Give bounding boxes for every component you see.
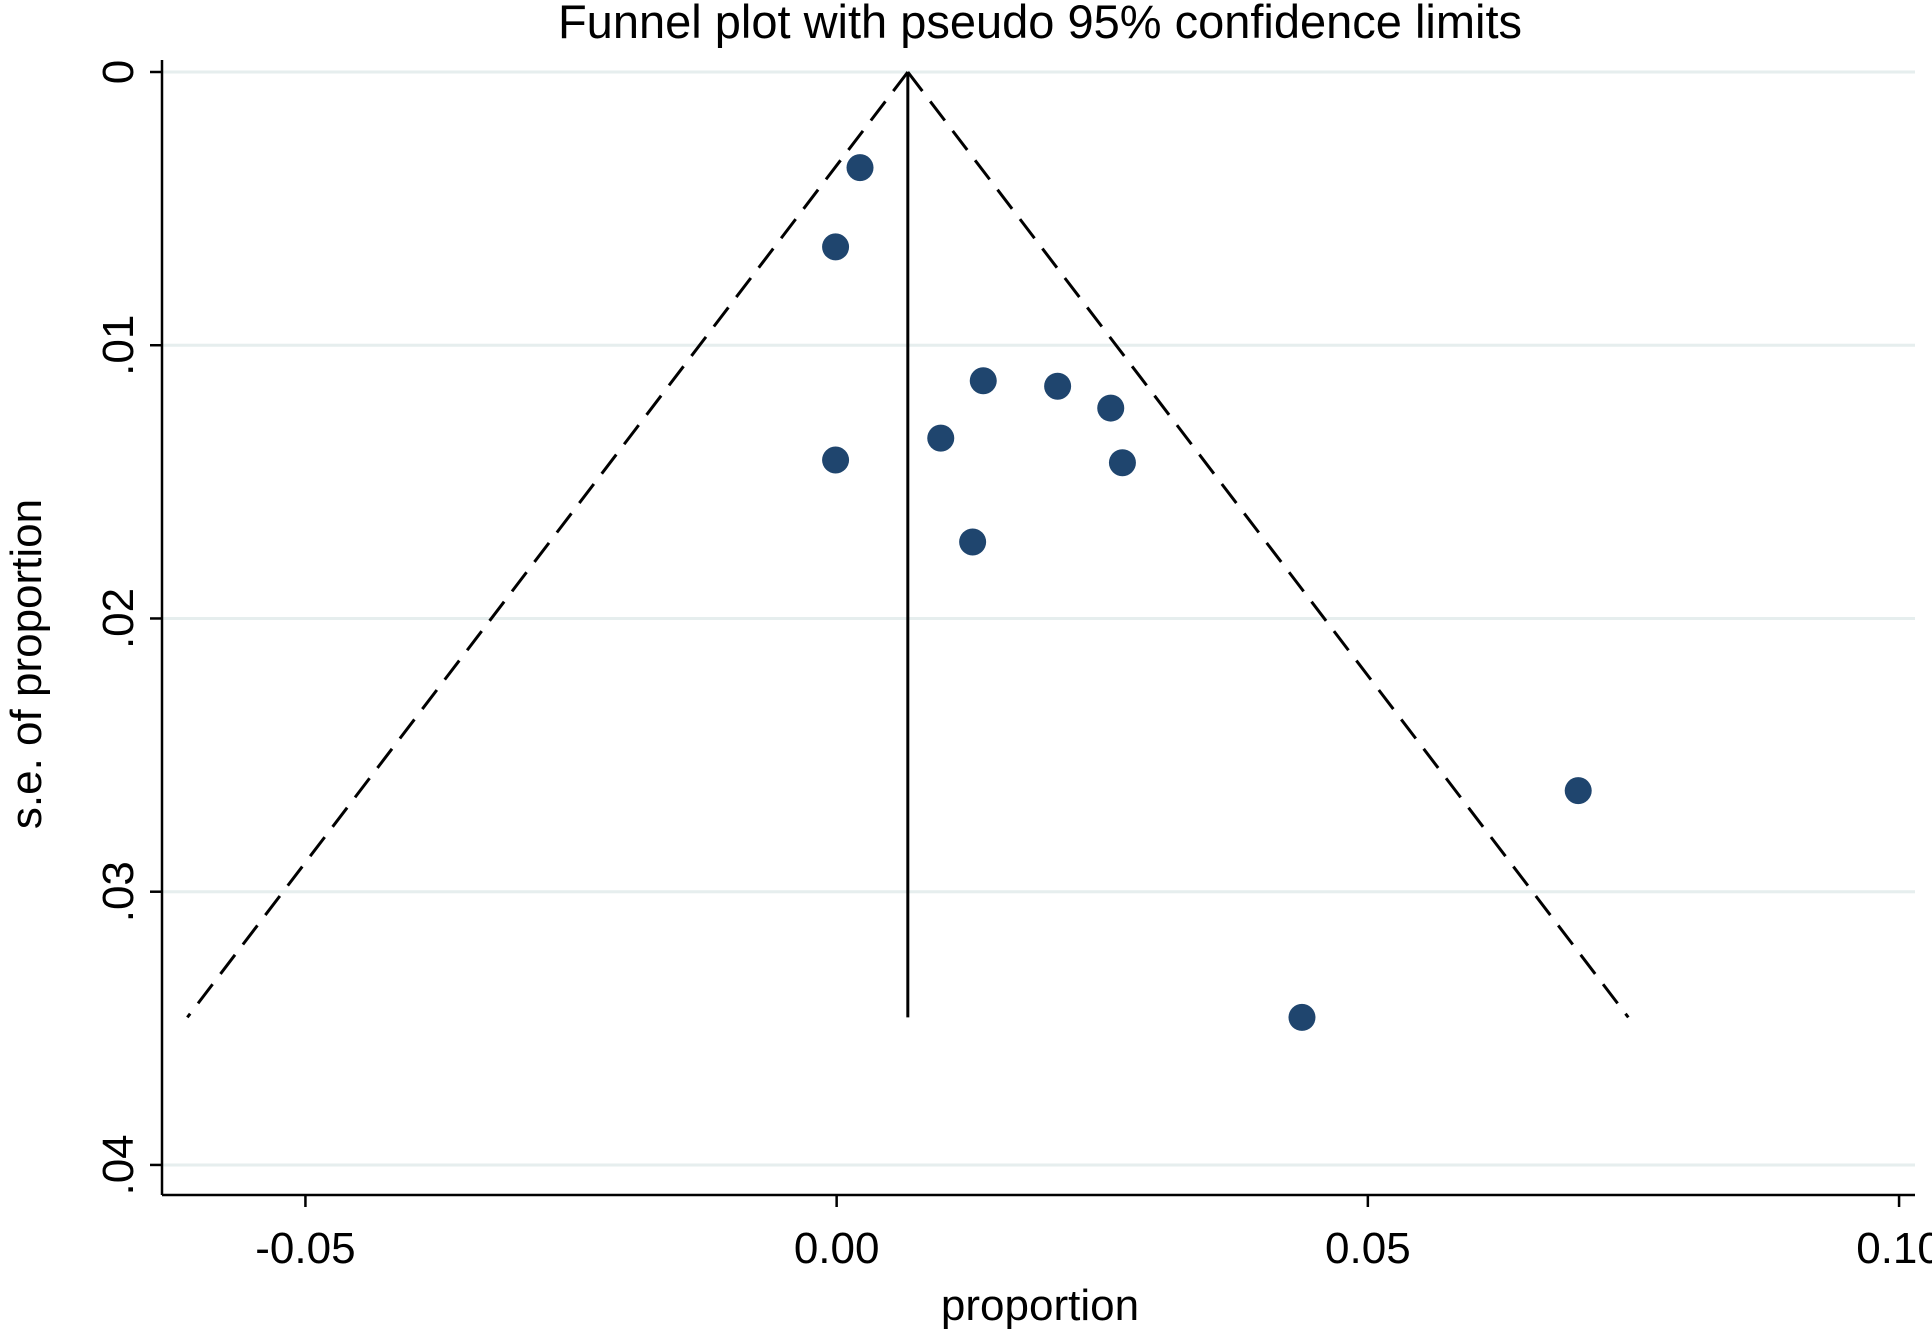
data-points (822, 154, 1592, 1031)
study-point-6 (822, 446, 850, 474)
study-point-5 (927, 424, 955, 452)
y-tick-label-0: 0 (94, 60, 143, 84)
confidence-funnel (186, 71, 1630, 1019)
y-axis-title: s.e. of proportion (2, 499, 51, 829)
study-point-8 (959, 528, 987, 556)
x-tick-label-0: -0.05 (255, 1224, 355, 1273)
chart-title: Funnel plot with pseudo 95% confidence l… (558, 0, 1522, 48)
x-tick-label-3: 0.10 (1856, 1224, 1932, 1273)
study-point-9 (1564, 777, 1592, 805)
axes: 0 .01 .02 .03 .04 -0.05 0.00 0.05 0.10 (94, 60, 1932, 1273)
study-point-3 (1044, 372, 1072, 400)
study-point-7 (1108, 449, 1136, 477)
y-tick-label-3: .03 (94, 861, 143, 922)
y-tick-label-1: .01 (94, 315, 143, 376)
gridlines (162, 70, 1915, 1167)
x-tick-label-2: 0.05 (1325, 1224, 1411, 1273)
study-point-0 (846, 154, 874, 182)
x-axis-title: proportion (941, 1281, 1139, 1330)
upper-confidence-limit (906, 71, 1630, 1019)
y-tick-label-4: .04 (94, 1134, 143, 1195)
y-tick-label-2: .02 (94, 588, 143, 649)
x-tick-label-1: 0.00 (794, 1224, 880, 1273)
study-point-2 (969, 367, 997, 395)
lower-confidence-limit (186, 71, 910, 1019)
study-point-1 (822, 233, 850, 261)
study-point-4 (1097, 394, 1125, 422)
study-point-10 (1288, 1003, 1316, 1031)
